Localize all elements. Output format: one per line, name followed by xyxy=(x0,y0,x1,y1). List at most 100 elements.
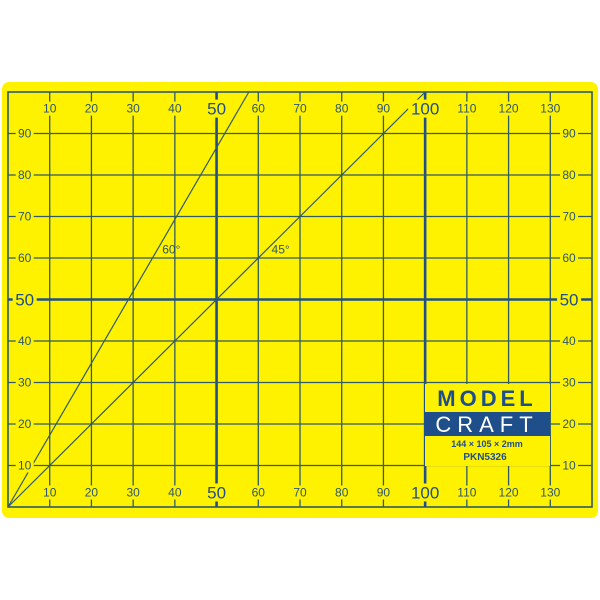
angle-label: 45° xyxy=(272,243,290,257)
scale-label: 130 xyxy=(540,485,560,499)
label-background xyxy=(560,458,579,473)
label-background xyxy=(15,209,34,224)
label-background xyxy=(15,168,34,182)
scale-label: 30 xyxy=(562,376,576,390)
logo-craft: CRAFT xyxy=(435,412,538,437)
label-background xyxy=(124,485,143,500)
scale-labels: 60° 45° 10 10 20 20 30 30 40 40 50 50 60 60 70 70 80 80 90… xyxy=(12,99,582,502)
angle-label: 60° xyxy=(162,243,180,257)
product-code: PKN5326 xyxy=(463,452,507,463)
scale-label: 20 xyxy=(85,102,99,116)
label-background xyxy=(560,168,579,182)
scale-label: 90 xyxy=(377,102,391,116)
label-background xyxy=(560,375,579,390)
label-background xyxy=(537,485,563,500)
label-background xyxy=(82,485,101,500)
scale-label: 10 xyxy=(562,459,576,473)
scale-label: 120 xyxy=(499,485,519,499)
label-background xyxy=(560,126,579,141)
label-background xyxy=(15,126,34,141)
label-background xyxy=(291,485,309,500)
scale-label: 80 xyxy=(335,485,349,499)
angle-line-45 xyxy=(7,91,426,508)
scale-label: 130 xyxy=(540,102,560,116)
scale-label: 110 xyxy=(457,485,476,499)
scale-label: 40 xyxy=(562,334,576,348)
label-background xyxy=(408,99,443,118)
label-background xyxy=(454,485,480,500)
scale-label: 100 xyxy=(411,100,439,119)
scale-label: 60 xyxy=(252,102,266,116)
label-background xyxy=(249,485,268,500)
scale-label: 100 xyxy=(411,483,439,502)
label-background xyxy=(374,101,393,116)
label-background xyxy=(496,485,522,500)
label-background xyxy=(165,101,184,116)
scale-label: 40 xyxy=(168,102,182,116)
label-background xyxy=(204,99,229,118)
label-background xyxy=(124,101,143,116)
scale-label: 80 xyxy=(18,168,32,182)
scale-label: 20 xyxy=(562,417,576,431)
scale-label: 90 xyxy=(377,485,391,499)
label-background xyxy=(408,483,443,502)
label-background xyxy=(40,485,59,500)
label-background xyxy=(249,101,268,116)
label-background xyxy=(560,417,579,431)
scale-label: 10 xyxy=(43,102,57,116)
logo: MODEL CRAFT 144 × 105 × 2mm PKN5326 xyxy=(424,384,550,466)
logo-model: MODEL xyxy=(437,386,536,411)
scale-label: 20 xyxy=(18,417,32,431)
label-background xyxy=(204,483,229,502)
scale-label: 70 xyxy=(18,210,32,224)
label-background xyxy=(40,101,59,116)
label-background xyxy=(557,290,582,309)
logo-band xyxy=(424,412,550,436)
label-background xyxy=(15,458,34,473)
scale-label: 30 xyxy=(126,102,140,116)
label-background xyxy=(560,251,579,265)
label-background xyxy=(374,485,393,500)
scale-label: 70 xyxy=(562,210,576,224)
label-background xyxy=(15,375,34,390)
scale-label: 10 xyxy=(43,485,57,499)
scale-label: 60 xyxy=(562,251,576,265)
label-background xyxy=(15,417,34,431)
label-background xyxy=(15,334,34,348)
scale-label: 20 xyxy=(85,485,99,499)
scale-label: 80 xyxy=(562,168,576,182)
scale-label: 90 xyxy=(18,127,32,141)
scale-label: 40 xyxy=(168,485,182,499)
label-background xyxy=(15,251,34,265)
label-background xyxy=(82,101,101,116)
label-background xyxy=(560,334,579,348)
label-background xyxy=(332,101,351,116)
scale-label: 120 xyxy=(499,102,519,116)
scale-label: 90 xyxy=(562,127,576,141)
mat-size: 144 × 105 × 2mm xyxy=(451,439,523,449)
scale-label: 40 xyxy=(18,334,32,348)
scale-label: 50 xyxy=(207,100,226,119)
label-background xyxy=(560,209,579,224)
scale-label: 50 xyxy=(15,291,34,310)
scale-label: 50 xyxy=(207,483,226,502)
angle-line-60 xyxy=(7,91,250,508)
scale-label: 30 xyxy=(126,485,140,499)
scale-label: 60 xyxy=(252,485,266,499)
scale-label: 30 xyxy=(18,376,32,390)
label-background xyxy=(454,101,480,116)
scale-label: 70 xyxy=(293,485,307,499)
label-background xyxy=(496,101,522,116)
scale-label: 110 xyxy=(457,102,476,116)
label-background xyxy=(291,101,309,116)
scale-label: 70 xyxy=(293,102,307,116)
label-background xyxy=(165,485,184,500)
scale-label: 80 xyxy=(335,102,349,116)
scale-label: 10 xyxy=(18,459,32,473)
label-background xyxy=(332,485,351,500)
label-background xyxy=(12,290,37,309)
label-background xyxy=(537,101,563,116)
scale-label: 60 xyxy=(18,251,32,265)
scale-label: 50 xyxy=(560,291,579,310)
